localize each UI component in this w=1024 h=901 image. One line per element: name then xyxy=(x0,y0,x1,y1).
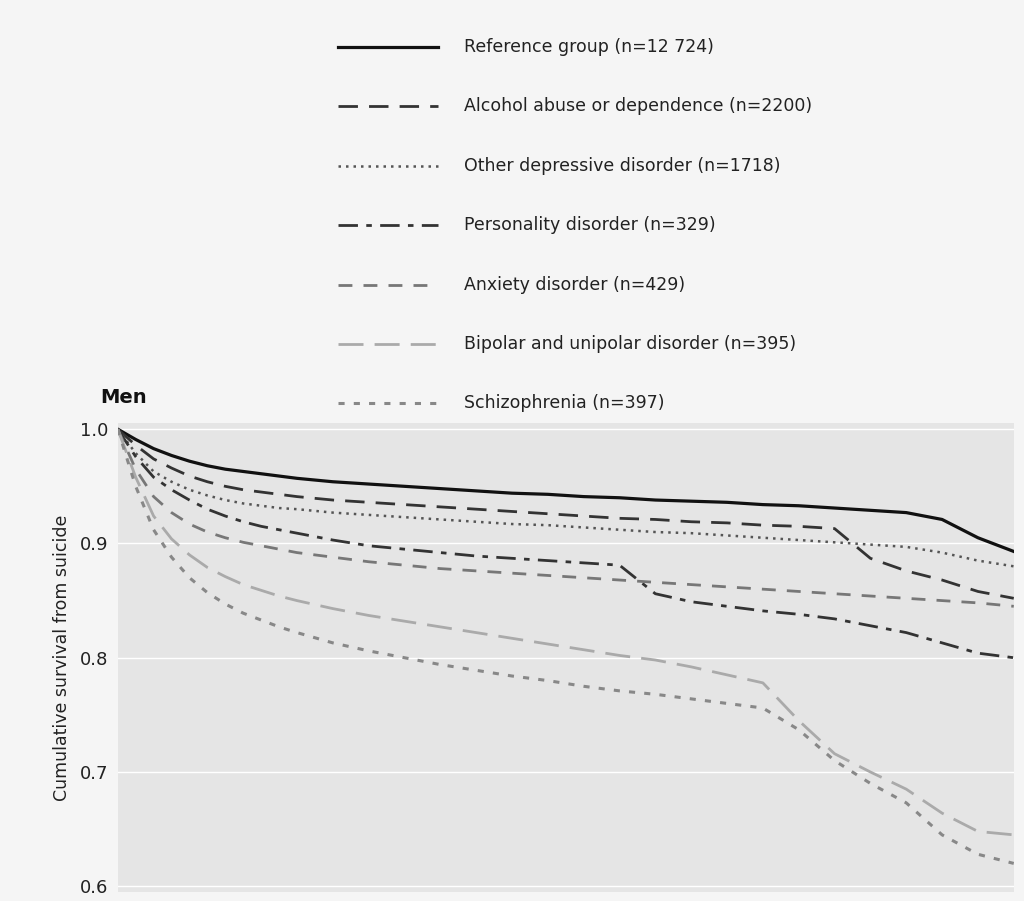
Text: Men: Men xyxy=(100,388,146,407)
Text: Alcohol abuse or dependence (n=2200): Alcohol abuse or dependence (n=2200) xyxy=(465,97,812,115)
Text: Anxiety disorder (n=429): Anxiety disorder (n=429) xyxy=(465,276,685,294)
Text: Reference group (n=12 724): Reference group (n=12 724) xyxy=(465,38,715,56)
Text: Schizophrenia (n=397): Schizophrenia (n=397) xyxy=(465,395,665,413)
Text: Personality disorder (n=329): Personality disorder (n=329) xyxy=(465,216,716,234)
Text: Other depressive disorder (n=1718): Other depressive disorder (n=1718) xyxy=(465,157,781,175)
Y-axis label: Cumulative survival from suicide: Cumulative survival from suicide xyxy=(53,514,72,801)
Text: Bipolar and unipolar disorder (n=395): Bipolar and unipolar disorder (n=395) xyxy=(465,335,797,353)
